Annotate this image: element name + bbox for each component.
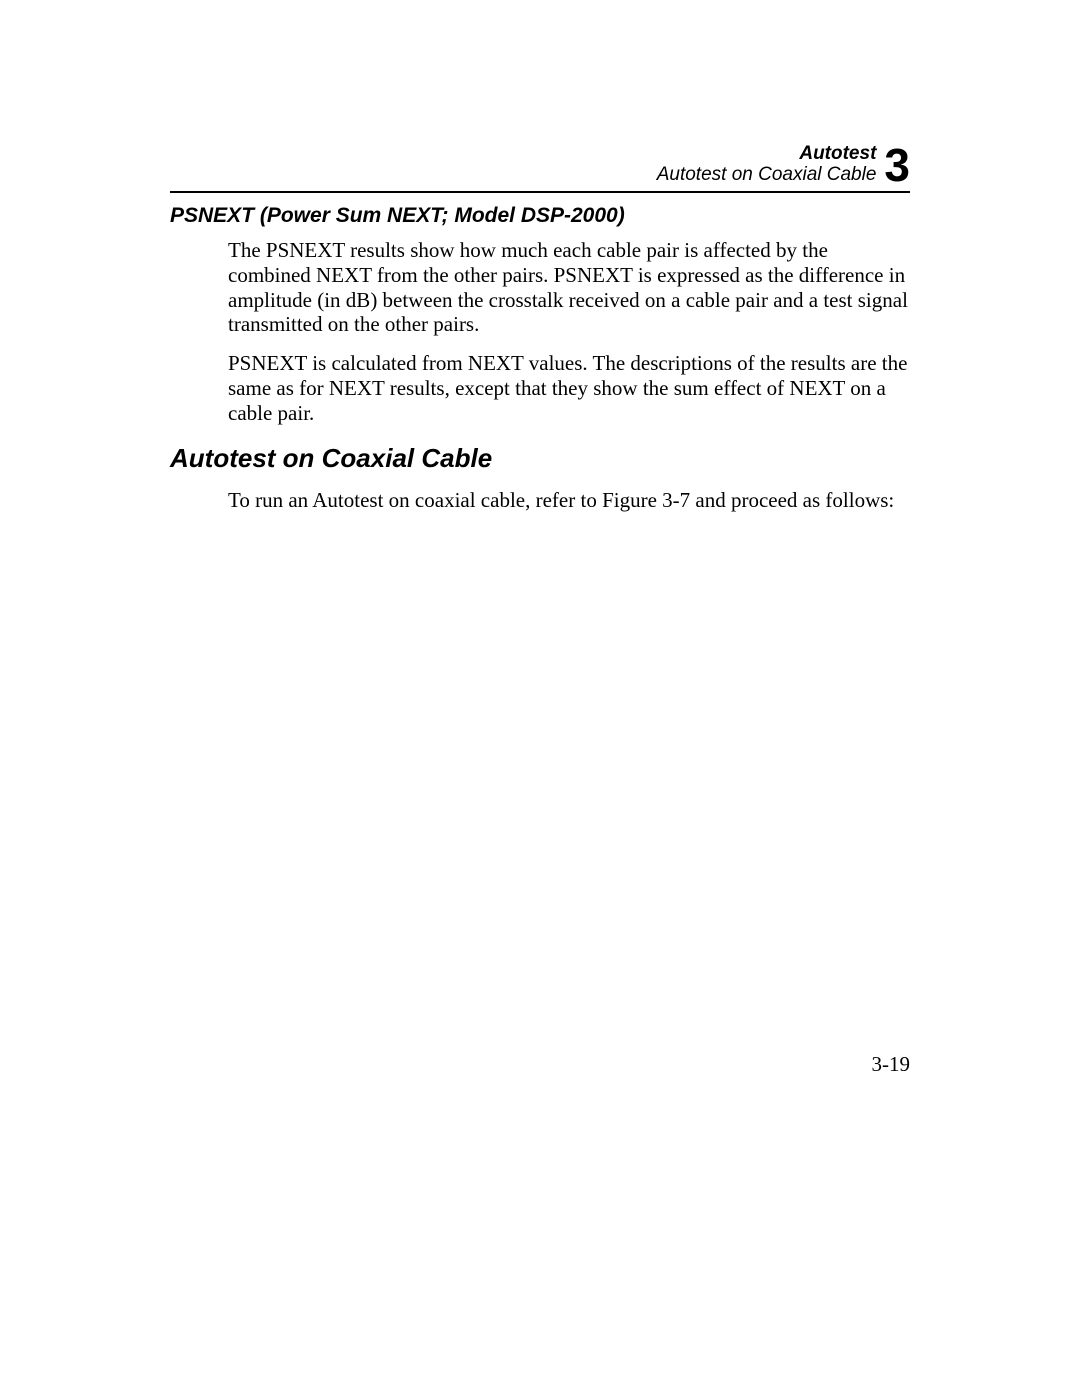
section-title: Autotest on Coaxial Cable (657, 165, 877, 186)
chapter-title: Autotest (657, 144, 877, 165)
psnext-paragraph-2: PSNEXT is calculated from NEXT values. T… (228, 351, 910, 425)
chapter-number: 3 (884, 142, 910, 188)
page: Autotest Autotest on Coaxial Cable 3 PSN… (0, 0, 1080, 1397)
autotest-coax-paragraph-1: To run an Autotest on coaxial cable, ref… (228, 488, 910, 513)
page-number: 3-19 (872, 1052, 911, 1077)
psnext-paragraph-1: The PSNEXT results show how much each ca… (228, 238, 910, 337)
header-rule (170, 191, 910, 193)
content-area: PSNEXT (Power Sum NEXT; Model DSP-2000) … (170, 200, 910, 527)
running-header: Autotest Autotest on Coaxial Cable 3 (657, 142, 910, 188)
psnext-heading: PSNEXT (Power Sum NEXT; Model DSP-2000) (170, 204, 910, 228)
header-text-stack: Autotest Autotest on Coaxial Cable (657, 144, 877, 186)
autotest-coax-heading: Autotest on Coaxial Cable (170, 443, 910, 474)
